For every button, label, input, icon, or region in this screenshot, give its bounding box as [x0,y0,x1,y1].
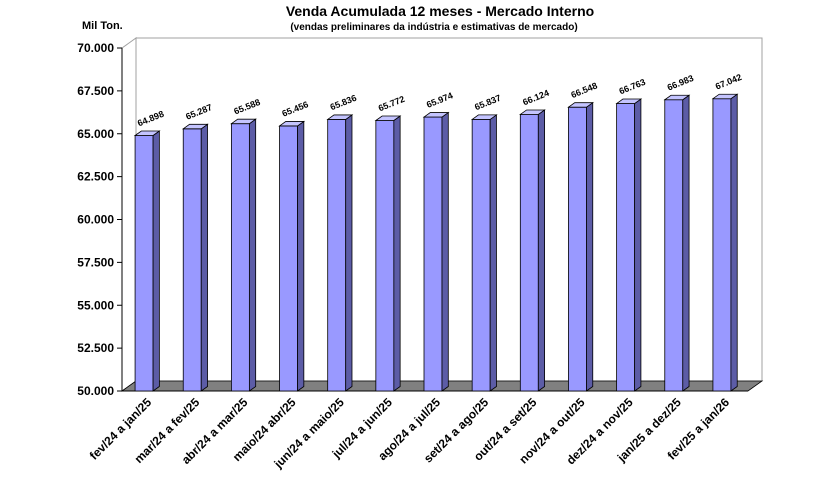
bar-side [345,114,353,392]
bar-side [441,111,449,392]
chart-title: Venda Acumulada 12 meses - Mercado Inter… [286,3,594,19]
bar-side [730,93,738,392]
bar-top [711,93,739,100]
bar [616,103,636,392]
bar [568,106,587,392]
bar [712,98,732,392]
bar-top [519,109,546,115]
y-tick-label: 50.000 [77,384,114,398]
y-tick-label: 67.500 [77,84,114,98]
bar [230,123,250,392]
bar-side [152,130,160,392]
bar [327,119,347,392]
plot-area: 50.000 52.500 55.000 57.500 60.000 62.500 65.0… [77,37,764,471]
y-tick-label: 55.000 [77,298,114,312]
bar-top [615,98,643,104]
bar-side [586,101,594,392]
y-axis-label: Mil Ton. [82,20,123,32]
chart-subtitle: (vendas preliminares da indústria e esti… [290,22,577,33]
bar [664,99,684,392]
bar-side [489,114,497,392]
y-tick-label: 70.000 [77,41,114,55]
bar-side [393,115,401,392]
bar-side [200,123,208,392]
bar-side [537,109,546,392]
y-tick-label: 57.500 [77,255,114,269]
side-wall [121,37,137,392]
bar-side [634,98,642,392]
bar [375,120,395,392]
bar-top [567,102,595,108]
bar-top [326,114,354,120]
y-tick-label: 62.500 [77,170,114,184]
bar [423,116,443,392]
bar [471,118,491,392]
bar-top [133,130,161,136]
bar-top [230,118,257,125]
bar-top [374,115,402,121]
y-tick-label: 52.500 [77,341,114,355]
y-tick-label: 60.000 [77,213,114,227]
bar [279,125,298,392]
bar-top [422,112,450,118]
bar-top [663,94,691,101]
bar [134,135,154,392]
bar-top [278,121,306,127]
y-tick-label: 65.000 [77,127,114,141]
bar-side [682,94,690,392]
bar-top [470,114,498,120]
bar-side [297,120,305,392]
bar-top [181,123,209,130]
bar-side [248,118,257,392]
bar [519,114,539,392]
bar [182,128,202,392]
